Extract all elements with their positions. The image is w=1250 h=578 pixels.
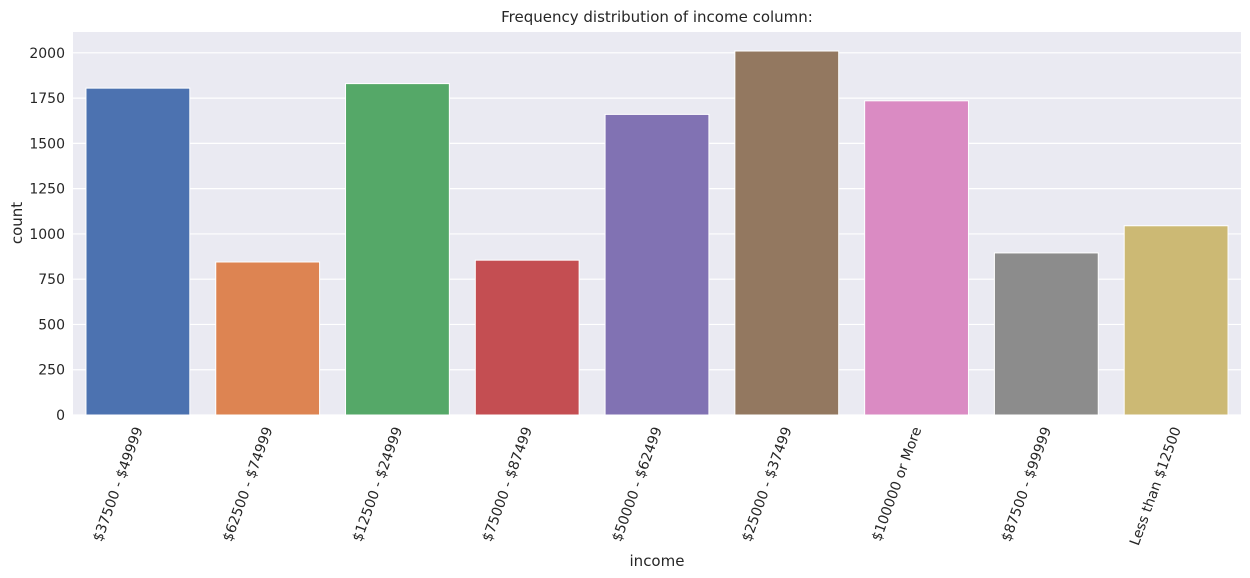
bar	[604, 113, 710, 416]
x-tick-labels: $37500 - $49999 $62500 - $74999 $12500 - $…	[90, 425, 1185, 548]
x-tick-label: $100000 or More	[869, 425, 925, 543]
x-tick-label: $75000 - $87499	[480, 425, 536, 544]
y-tick-label: 2000	[29, 46, 65, 62]
y-tick-label: 1750	[29, 91, 65, 107]
y-tick-label: 500	[38, 317, 65, 333]
chart-title: Frequency distribution of income column:	[501, 8, 813, 26]
x-tick-label: $12500 - $24999	[350, 425, 406, 544]
bar	[85, 87, 191, 416]
bar	[215, 261, 321, 416]
y-tick-labels: 0 250 500 750 1000 1250 1500 1750 2000	[29, 46, 65, 424]
x-axis-label: income	[630, 552, 685, 570]
x-tick-label: Less than $12500	[1127, 425, 1185, 548]
bar	[734, 50, 840, 416]
x-tick-label: $87500 - $99999	[999, 425, 1055, 544]
bar	[345, 83, 450, 416]
y-tick-label: 1500	[29, 136, 65, 152]
x-tick-label: $37500 - $49999	[90, 425, 146, 544]
x-tick-label: $50000 - $62499	[609, 425, 665, 544]
bar	[1123, 225, 1229, 416]
bar	[474, 259, 580, 416]
bar	[993, 252, 1099, 416]
y-tick-label: 1000	[29, 227, 65, 243]
y-tick-label: 250	[38, 363, 65, 379]
x-tick-label: $25000 - $37499	[739, 425, 795, 544]
x-tick-label: $62500 - $74999	[220, 425, 276, 544]
y-tick-label: 1250	[29, 182, 65, 198]
y-axis-label: count	[8, 202, 26, 244]
bar	[864, 100, 969, 416]
bars	[85, 50, 1229, 416]
y-tick-label: 750	[38, 272, 65, 288]
y-tick-label: 0	[56, 408, 65, 424]
